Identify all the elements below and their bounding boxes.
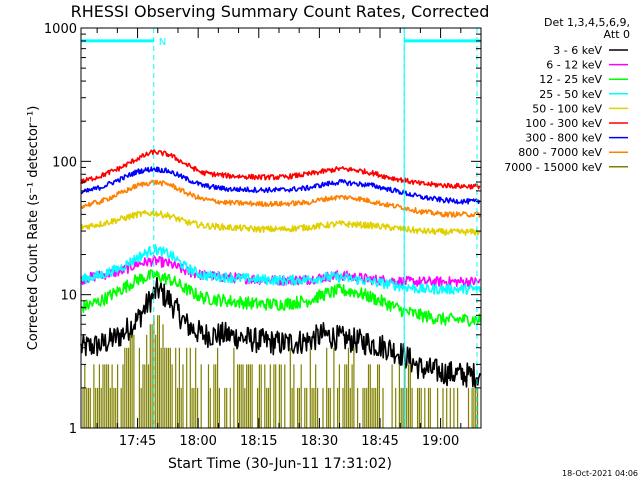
- series-4-trace: [80, 244, 481, 295]
- series-1-trace: [80, 276, 481, 389]
- legend-entry-label: 6 - 12 keV: [546, 59, 602, 72]
- series-3-6-line: [80, 276, 481, 389]
- series-5-trace: [80, 209, 481, 236]
- legend-header-line-2: Att 0: [604, 28, 630, 41]
- x-axis-label: Start Time (30-Jun-11 17:31:02): [168, 456, 392, 472]
- y-tick-label: 1000: [44, 22, 77, 37]
- plot-frame: [80, 27, 482, 429]
- series-8-trace: [80, 179, 481, 218]
- series-6-trace: [80, 148, 481, 190]
- axis-layer: 1 10 100 1000 17:45 18:00 18:15 18:30 18:45 19:00: [44, 22, 482, 449]
- y-tick-label: 1: [69, 422, 77, 437]
- footer-timestamp: 18-Oct-2021 04:06: [562, 469, 638, 478]
- legend-entry-label: 25 - 50 keV: [539, 88, 602, 101]
- y-tick-label: 10: [60, 289, 77, 304]
- legend: Det 1,3,4,5,6,9, Att 0 3 - 6 keV 6 - 12 k…: [504, 16, 630, 174]
- y-axis-label: Corrected Count Rate (s⁻¹ detector⁻¹): [26, 106, 41, 351]
- series-7000-15000-bars: [82, 315, 479, 428]
- series-7-trace: [80, 166, 481, 205]
- legend-entry-label: 100 - 300 keV: [525, 117, 602, 130]
- x-tick-label: 19:00: [422, 434, 459, 449]
- legend-entry-label: 300 - 800 keV: [525, 132, 602, 145]
- series-12-25-line: [80, 269, 481, 327]
- chart-title: RHESSI Observing Summary Count Rates, Co…: [71, 2, 490, 21]
- series-layer: [80, 148, 481, 428]
- legend-entry-label: 3 - 6 keV: [553, 44, 602, 57]
- series-3-trace: [80, 269, 481, 327]
- legend-entry-label: 800 - 7000 keV: [518, 146, 602, 159]
- y-tick-label: 100: [52, 155, 77, 170]
- legend-entry-label: 50 - 100 keV: [532, 102, 602, 115]
- series-2-trace: [80, 254, 481, 288]
- legend-header-line-1: Det 1,3,4,5,6,9,: [544, 16, 630, 29]
- series-300-800-line: [80, 166, 481, 205]
- series-6-12-line: [80, 254, 481, 288]
- series-800-7000-line: [80, 179, 481, 218]
- series-100-300-line: [80, 148, 481, 190]
- legend-entry-label: 12 - 25 keV: [539, 73, 602, 86]
- x-tick-label: 18:00: [179, 434, 216, 449]
- series-9-trace: [82, 315, 479, 428]
- saa-marker-label: N: [159, 37, 166, 48]
- x-tick-label: 18:45: [361, 434, 398, 449]
- series-25-50-line: [80, 244, 481, 295]
- legend-entry-label: 7000 - 15000 keV: [504, 161, 602, 174]
- x-tick-label: 18:15: [240, 434, 277, 449]
- series-50-100-line: [80, 209, 481, 236]
- x-tick-label: 18:30: [301, 434, 338, 449]
- x-tick-label: 17:45: [119, 434, 156, 449]
